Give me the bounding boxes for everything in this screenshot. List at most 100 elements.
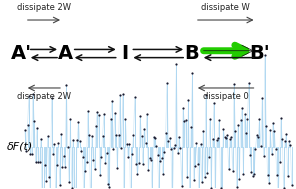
Point	[203, 93, 208, 96]
Point	[189, 125, 194, 129]
Point	[136, 162, 141, 165]
Point	[138, 115, 143, 118]
Point	[288, 143, 293, 146]
Point	[233, 129, 238, 132]
Point	[67, 180, 71, 184]
Point	[283, 139, 287, 142]
Point	[198, 143, 203, 146]
Point	[102, 112, 106, 115]
Point	[163, 132, 168, 135]
Point	[269, 153, 274, 156]
Point	[232, 83, 237, 86]
Point	[210, 138, 215, 141]
Point	[57, 184, 62, 187]
Point	[230, 169, 235, 172]
Point	[92, 168, 97, 171]
Point	[38, 137, 43, 140]
Point	[212, 101, 216, 104]
Point	[175, 152, 180, 155]
Point	[161, 172, 165, 175]
Point	[134, 163, 139, 166]
Point	[142, 128, 147, 131]
Point	[155, 153, 160, 156]
Point	[179, 184, 184, 187]
Point	[28, 153, 33, 156]
Point	[120, 93, 125, 96]
Point	[174, 63, 179, 66]
Point	[69, 186, 74, 189]
Point	[236, 123, 240, 126]
Point	[45, 135, 50, 138]
Point	[80, 155, 85, 158]
Point	[190, 72, 195, 75]
Point	[186, 98, 191, 101]
Point	[177, 135, 181, 138]
Point	[152, 136, 157, 139]
Point	[127, 142, 132, 145]
Point	[171, 146, 176, 149]
Point	[95, 111, 100, 114]
Point	[131, 133, 136, 136]
Point	[169, 148, 173, 151]
Point	[226, 168, 231, 171]
Point	[32, 119, 37, 122]
Text: dissipate 2W: dissipate 2W	[17, 92, 71, 101]
Point	[284, 132, 289, 135]
Point	[252, 173, 257, 176]
Point	[246, 81, 251, 84]
Point	[35, 127, 39, 130]
Point	[209, 186, 214, 189]
Point	[287, 140, 291, 143]
Point	[146, 169, 151, 172]
Point	[43, 164, 47, 167]
Point	[234, 185, 239, 188]
Point	[195, 162, 200, 165]
Point	[159, 157, 164, 160]
Point	[215, 136, 220, 139]
Point	[83, 169, 88, 172]
Point	[266, 181, 271, 184]
Point	[281, 187, 286, 189]
Point	[272, 129, 277, 132]
Point	[106, 182, 110, 185]
Point	[237, 178, 242, 181]
Point	[158, 159, 163, 162]
Point	[249, 170, 254, 174]
Point	[56, 141, 61, 144]
Point	[202, 176, 207, 179]
Point	[91, 158, 96, 161]
Point	[49, 96, 54, 99]
Point	[184, 119, 188, 122]
Point	[22, 129, 27, 132]
Point	[104, 151, 109, 154]
Point	[242, 113, 247, 116]
Point	[114, 133, 118, 136]
Point	[111, 148, 116, 151]
Point	[135, 172, 140, 175]
Point	[193, 164, 197, 167]
Point	[51, 153, 55, 156]
Point	[98, 173, 102, 176]
Point	[144, 113, 149, 116]
Point	[222, 135, 227, 138]
Point	[271, 121, 275, 124]
Point	[182, 120, 187, 123]
Point	[214, 139, 219, 142]
Point	[280, 138, 285, 141]
Point	[173, 143, 177, 146]
Point	[141, 163, 145, 166]
Point	[241, 173, 246, 176]
Text: A: A	[58, 44, 73, 63]
Point	[289, 184, 294, 187]
Point	[275, 174, 279, 177]
Point	[33, 161, 38, 164]
Point	[279, 116, 283, 119]
Point	[285, 175, 290, 178]
Point	[205, 171, 210, 174]
Point	[86, 110, 90, 113]
Point	[132, 96, 137, 99]
Point	[143, 142, 148, 145]
Point	[253, 148, 258, 151]
Point	[277, 160, 282, 163]
Point	[225, 133, 230, 136]
